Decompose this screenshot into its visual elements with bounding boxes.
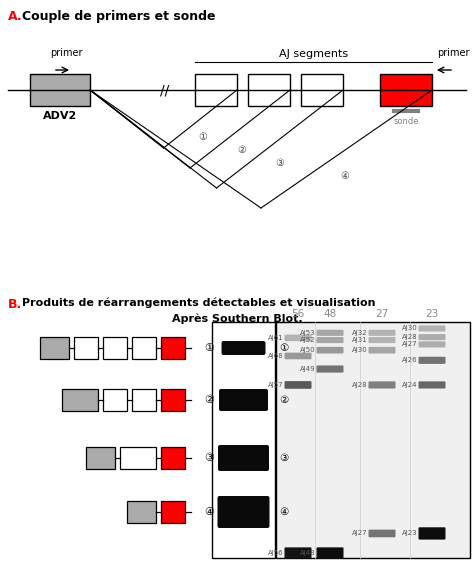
Text: 23: 23 xyxy=(425,309,438,319)
FancyBboxPatch shape xyxy=(284,381,311,389)
Text: ③: ③ xyxy=(275,158,284,168)
Bar xyxy=(62,389,98,411)
Text: ④: ④ xyxy=(204,507,214,517)
Text: AJ61: AJ61 xyxy=(268,335,283,341)
Text: AJ27: AJ27 xyxy=(352,531,367,536)
Text: Produits de réarrangements détectables et visualisation: Produits de réarrangements détectables e… xyxy=(22,298,375,308)
Text: AJ23: AJ23 xyxy=(402,531,418,536)
Text: ③: ③ xyxy=(279,453,288,463)
Bar xyxy=(103,389,127,411)
Text: Couple de primers et sonde: Couple de primers et sonde xyxy=(22,10,216,23)
Bar xyxy=(132,389,156,411)
FancyBboxPatch shape xyxy=(419,357,446,364)
Text: ①: ① xyxy=(204,343,214,353)
Text: AJ28: AJ28 xyxy=(402,334,418,340)
Text: sonde: sonde xyxy=(393,117,419,126)
FancyBboxPatch shape xyxy=(284,547,311,559)
Text: 27: 27 xyxy=(375,309,389,319)
Text: Après Southern Blot.: Après Southern Blot. xyxy=(172,314,302,324)
Text: B.: B. xyxy=(8,298,22,311)
Bar xyxy=(132,337,156,359)
Text: AJ53: AJ53 xyxy=(300,330,316,336)
Text: AJ26: AJ26 xyxy=(402,358,418,363)
Text: primer: primer xyxy=(437,48,470,58)
FancyBboxPatch shape xyxy=(219,389,268,411)
FancyBboxPatch shape xyxy=(218,445,269,471)
FancyBboxPatch shape xyxy=(419,342,446,347)
FancyBboxPatch shape xyxy=(218,496,270,528)
Text: ②: ② xyxy=(279,395,288,405)
FancyBboxPatch shape xyxy=(419,325,446,332)
Bar xyxy=(120,447,156,469)
Text: primer: primer xyxy=(50,48,82,58)
Text: AJ28: AJ28 xyxy=(352,382,367,388)
Bar xyxy=(195,74,237,106)
Text: ②: ② xyxy=(237,145,246,155)
Text: ①: ① xyxy=(199,132,207,142)
FancyBboxPatch shape xyxy=(317,347,344,354)
Bar xyxy=(248,74,290,106)
Text: AJ30: AJ30 xyxy=(352,347,367,353)
FancyBboxPatch shape xyxy=(368,529,395,537)
Text: AJ48: AJ48 xyxy=(300,550,316,556)
Bar xyxy=(161,389,185,411)
Text: AJ52: AJ52 xyxy=(300,337,316,343)
FancyBboxPatch shape xyxy=(419,527,446,540)
FancyBboxPatch shape xyxy=(317,329,344,336)
Bar xyxy=(276,322,470,558)
Bar xyxy=(301,74,343,106)
FancyBboxPatch shape xyxy=(419,334,446,340)
FancyBboxPatch shape xyxy=(317,547,344,559)
Text: AJ30: AJ30 xyxy=(402,325,418,331)
FancyBboxPatch shape xyxy=(368,329,395,336)
Bar xyxy=(161,337,185,359)
FancyBboxPatch shape xyxy=(317,366,344,372)
Bar xyxy=(380,74,432,106)
Text: //: // xyxy=(160,83,170,97)
Text: ADV2: ADV2 xyxy=(43,111,77,121)
Bar xyxy=(40,337,69,359)
Text: ④: ④ xyxy=(340,171,349,180)
Bar xyxy=(30,74,90,106)
Text: 48: 48 xyxy=(323,309,337,319)
Bar xyxy=(127,501,156,523)
FancyBboxPatch shape xyxy=(368,337,395,343)
Text: ①: ① xyxy=(279,343,288,353)
Text: AJ49: AJ49 xyxy=(300,366,316,372)
Text: AJ57: AJ57 xyxy=(268,382,283,388)
Text: A.: A. xyxy=(8,10,23,23)
FancyBboxPatch shape xyxy=(221,341,265,355)
Bar xyxy=(161,447,185,469)
Text: ③: ③ xyxy=(204,453,214,463)
Text: AJ27: AJ27 xyxy=(402,342,418,347)
Bar xyxy=(74,337,98,359)
FancyBboxPatch shape xyxy=(368,347,395,354)
FancyBboxPatch shape xyxy=(284,352,311,359)
Text: AJ24: AJ24 xyxy=(402,382,418,388)
Text: AJ50: AJ50 xyxy=(300,347,316,353)
FancyBboxPatch shape xyxy=(317,337,344,343)
Bar xyxy=(86,447,115,469)
Bar xyxy=(103,337,127,359)
FancyBboxPatch shape xyxy=(419,382,446,388)
FancyBboxPatch shape xyxy=(368,382,395,388)
FancyBboxPatch shape xyxy=(284,335,311,341)
Text: AJ56: AJ56 xyxy=(268,550,283,556)
Text: AJ32: AJ32 xyxy=(352,330,367,336)
Bar xyxy=(212,322,275,558)
Text: ④: ④ xyxy=(279,507,288,517)
Text: ②: ② xyxy=(204,395,214,405)
Bar xyxy=(161,501,185,523)
Text: AJ31: AJ31 xyxy=(352,337,367,343)
Text: 56: 56 xyxy=(292,309,305,319)
Text: AJ segments: AJ segments xyxy=(279,49,348,59)
Text: AJ68: AJ68 xyxy=(268,353,283,359)
